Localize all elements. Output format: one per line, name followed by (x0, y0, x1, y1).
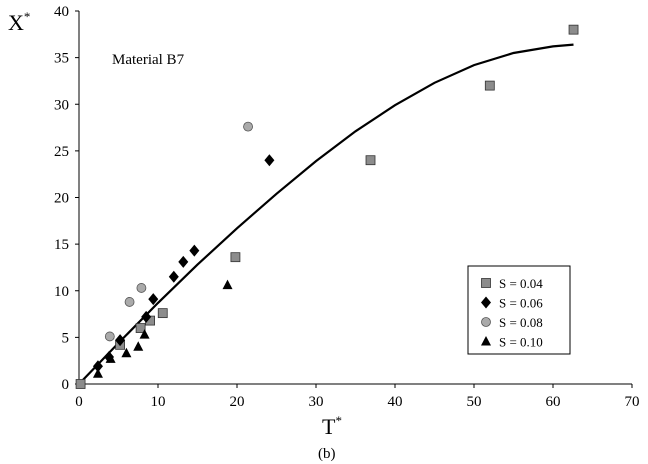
legend-marker-triangle (481, 336, 491, 346)
point-triangle (139, 329, 150, 339)
point-diamond (264, 154, 275, 167)
x-tick-label: 60 (546, 394, 561, 410)
point-circle (124, 297, 135, 307)
point-diamond (141, 310, 152, 323)
point-square (365, 155, 376, 166)
x-tick-label: 40 (388, 394, 403, 410)
point-square (75, 379, 86, 389)
data-points (75, 24, 579, 389)
point-diamond (148, 293, 159, 306)
point-triangle (222, 279, 233, 290)
point-circle (136, 283, 147, 293)
point-square (484, 80, 495, 91)
point-square (157, 308, 168, 319)
point-square (135, 323, 146, 333)
y-tick-label: 15 (54, 237, 69, 253)
y-tick-label: 30 (54, 97, 69, 113)
point-diamond (189, 244, 200, 257)
y-ticks: 0 5 10 15 20 25 30 35 40 (54, 4, 79, 393)
series-circle (104, 121, 253, 342)
y-axis-title-text: X (8, 10, 24, 35)
point-triangle (105, 353, 116, 363)
y-tick-label: 5 (62, 330, 70, 346)
y-tick-label: 20 (54, 191, 69, 207)
annotation-material: Material B7 (112, 52, 185, 68)
y-tick-label: 40 (54, 4, 69, 20)
legend-label: S = 0.10 (499, 335, 543, 350)
point-diamond (92, 360, 103, 373)
y-tick-label: 10 (54, 284, 69, 300)
legend-label: S = 0.04 (499, 276, 543, 291)
legend-marker-diamond (481, 296, 491, 309)
x-ticks: 0 10 20 30 40 50 60 70 (75, 384, 640, 410)
y-tick-label: 0 (62, 377, 70, 393)
x-tick-label: 30 (309, 394, 324, 410)
point-circle (243, 121, 253, 132)
x-tick-label: 0 (75, 394, 83, 410)
y-tick-label: 35 (54, 51, 69, 67)
point-circle (104, 331, 115, 342)
y-tick-label: 25 (54, 144, 69, 160)
legend-label: S = 0.08 (499, 315, 543, 330)
point-diamond (178, 255, 189, 268)
point-square (230, 252, 241, 263)
series-diamond (92, 154, 275, 373)
x-axis-title-text: T (322, 414, 336, 439)
x-tick-label: 20 (230, 394, 245, 410)
legend-label: S = 0.06 (499, 296, 543, 311)
point-square (568, 24, 579, 35)
point-triangle (133, 341, 144, 351)
fit-curve-group (78, 43, 574, 385)
figure-caption: (b) (318, 446, 336, 462)
x-tick-label: 70 (625, 394, 640, 410)
x-axis-title: T* (322, 413, 342, 439)
legend-marker-circle (481, 317, 491, 327)
x-tick-label: 50 (467, 394, 482, 410)
legend: S = 0.04 S = 0.06 S = 0.08 S = 0.10 (467, 265, 571, 355)
fit-curve (78, 43, 574, 385)
y-axis-title: X* (8, 9, 30, 35)
x-axis-title-sup: * (335, 413, 342, 428)
point-diamond (115, 334, 126, 347)
series-triangle (92, 279, 233, 378)
legend-marker-square (481, 278, 491, 288)
y-axis-title-sup: * (24, 9, 31, 24)
x-tick-label: 10 (151, 394, 166, 410)
point-triangle (92, 368, 103, 378)
point-triangle (121, 347, 132, 358)
point-diamond (168, 270, 179, 283)
